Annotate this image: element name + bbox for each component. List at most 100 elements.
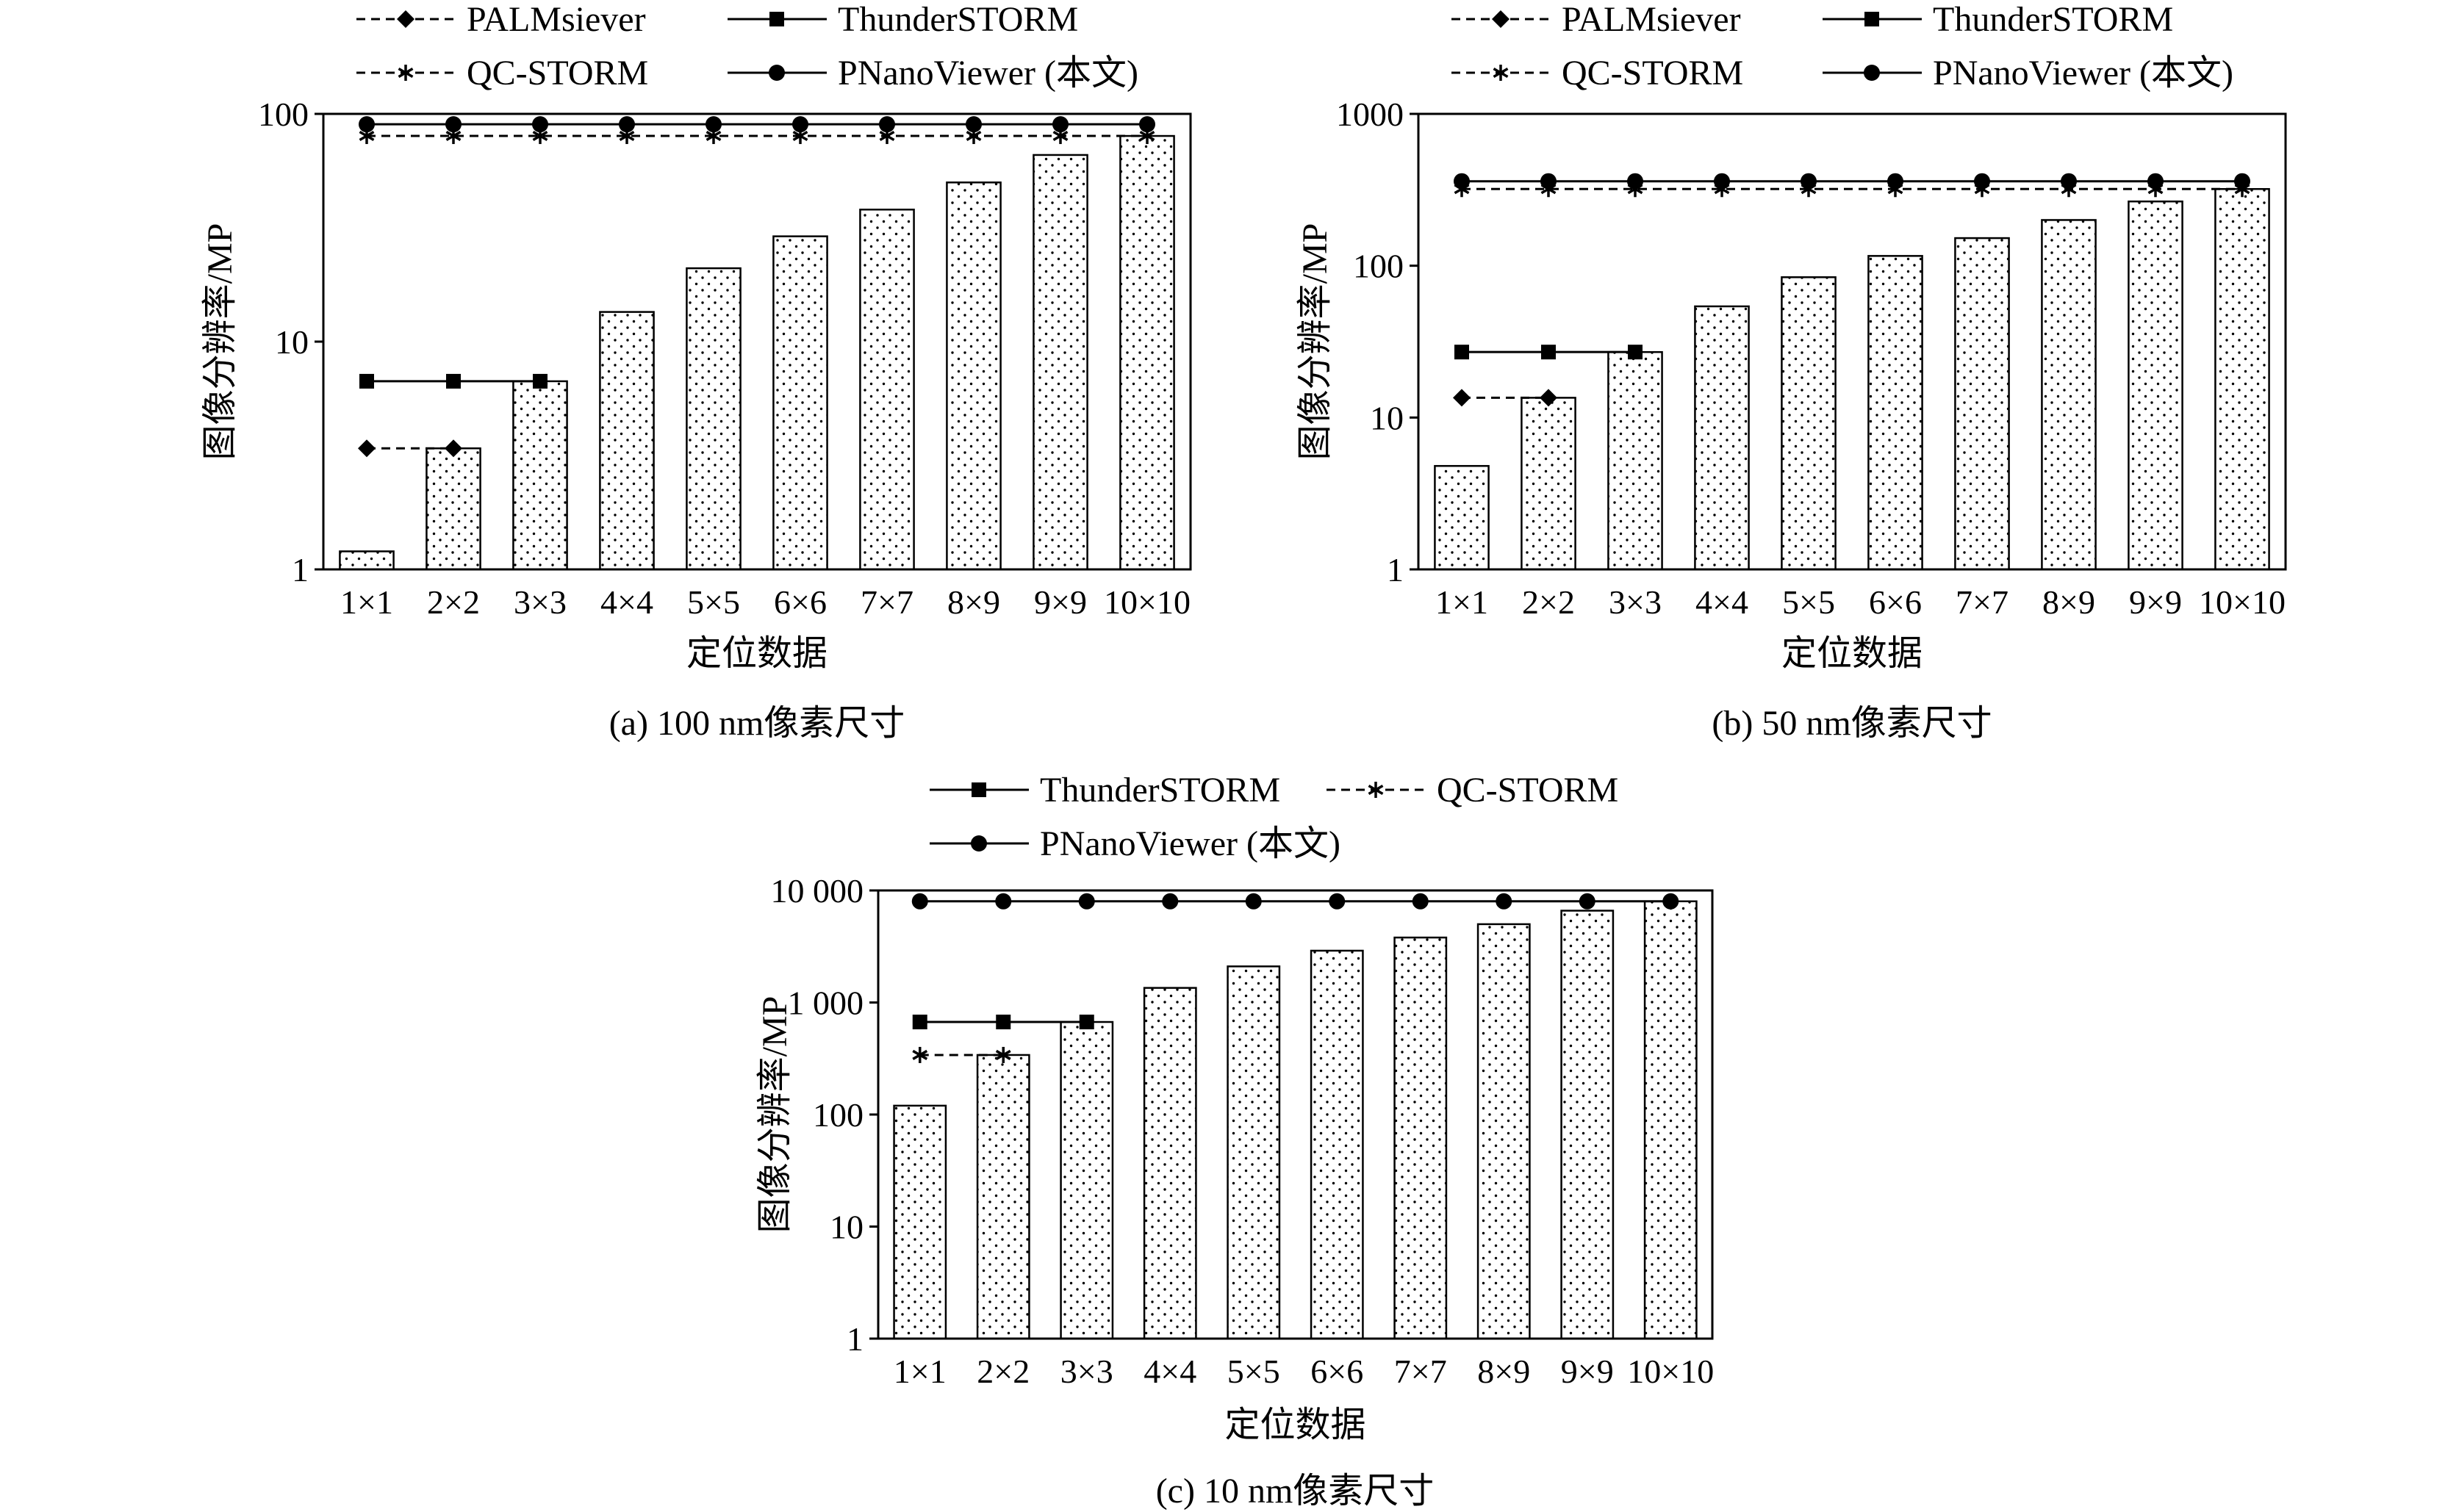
legend-label: PNanoViewer (本文): [1040, 824, 1340, 863]
series-marker-circle: [1245, 893, 1262, 910]
legend-marker-circle: [971, 835, 987, 852]
series-marker-circle: [1329, 893, 1346, 910]
bar: [1867, 255, 1923, 571]
bar: [772, 235, 828, 571]
legend-marker-asterisk: [398, 65, 414, 81]
x-tick-label: 2×2: [1522, 583, 1575, 621]
series-marker-diamond: [1453, 389, 1471, 407]
bar: [1643, 900, 1698, 1340]
caption: (a) 100 nm像素尺寸: [609, 704, 905, 743]
x-tick-label: 6×6: [1869, 583, 1922, 621]
y-tick-label: 1 000: [788, 984, 864, 1022]
x-tick-label: 5×5: [1782, 583, 1835, 621]
y-tick-label: 1000: [1336, 96, 1404, 133]
series-marker-circle: [619, 116, 635, 133]
series-marker-square: [446, 373, 461, 389]
x-tick-label: 10×10: [2199, 583, 2286, 621]
x-tick-label: 1×1: [340, 583, 393, 621]
bar: [2041, 219, 2097, 571]
series-marker-diamond: [1540, 389, 1557, 407]
series-marker-asterisk-stroke: [1139, 131, 1155, 142]
series-marker-square: [533, 373, 548, 389]
legend-item-diamond: PALMsiever: [356, 0, 646, 39]
x-tick-label: 2×2: [427, 583, 480, 621]
x-tick-label: 7×7: [861, 583, 913, 621]
series-marker-circle: [1540, 173, 1557, 190]
legend-marker-circle: [1864, 65, 1880, 81]
legend: PALMsiever ThunderSTORM QC-STORM PNanoViewe…: [356, 0, 1138, 93]
legend-marker-asterisk: [1493, 65, 1509, 81]
legend-marker-diamond: [397, 10, 414, 28]
legend-marker-diamond: [1492, 10, 1509, 28]
y-axis-title: 图像分辨率/MP: [201, 223, 240, 461]
x-tick-label: 9×9: [1034, 583, 1087, 621]
x-tick-label: 7×7: [1394, 1353, 1447, 1390]
legend-label: PALMsiever: [467, 0, 646, 39]
legend-item-square: ThunderSTORM: [930, 771, 1280, 810]
x-tick-label: 5×5: [1227, 1353, 1280, 1390]
x-tick-label: 10×10: [1104, 583, 1191, 621]
series-marker-asterisk-stroke: [1052, 131, 1069, 142]
x-tick-label: 10×10: [1627, 1353, 1714, 1390]
bar: [1560, 910, 1615, 1340]
chart-b: 1 10 100 1000 1×1 2×2 3×3 4×4 5×5 6×6 7×7 8×9 9×9 10×…: [1296, 0, 2287, 743]
series-marker-circle: [1627, 173, 1643, 190]
series-marker-circle: [1974, 173, 1990, 190]
legend-label: QC-STORM: [467, 54, 648, 93]
legend-marker-asterisk: [1368, 782, 1384, 798]
x-tick-label: 3×3: [514, 583, 567, 621]
bar: [1227, 965, 1281, 1340]
bar: [859, 209, 915, 571]
bar: [599, 311, 655, 571]
series-marker-circle: [2147, 173, 2164, 190]
x-tick-label: 6×6: [774, 583, 827, 621]
bar: [1119, 134, 1175, 571]
legend-label: ThunderSTORM: [1933, 0, 2173, 39]
series-marker-square: [1628, 345, 1643, 360]
bar: [976, 1054, 1030, 1340]
legend-marker-asterisk-stroke: [1368, 784, 1384, 796]
x-tick-label: 4×4: [600, 583, 653, 621]
series-marker-square: [1079, 1015, 1094, 1030]
series-marker-circle: [2061, 173, 2077, 190]
x-tick-label: 2×2: [977, 1353, 1030, 1390]
y-tick-label: 100: [813, 1096, 864, 1134]
legend-label: PALMsiever: [1562, 0, 1741, 39]
y-tick-label: 1: [1387, 551, 1404, 588]
chart-c: 1 10 100 1 000 10 000 1×1 2×2 3×3 4×4 5×5 6×6 7×7 8×…: [755, 771, 1714, 1511]
series-marker-square: [912, 1015, 927, 1030]
legend-label: ThunderSTORM: [1040, 771, 1280, 810]
x-tick-label: 9×9: [2129, 583, 2182, 621]
series-marker-asterisk-stroke: [966, 131, 982, 142]
bar: [1781, 276, 1837, 571]
bar: [1954, 237, 2010, 571]
y-tick-label: 10: [1370, 399, 1404, 436]
series-marker-circle: [792, 116, 808, 133]
bar: [893, 1104, 947, 1340]
y-tick-label: 10 000: [771, 872, 864, 910]
bar: [1607, 350, 1663, 571]
series-marker-asterisk: [995, 1046, 1011, 1063]
caption: (b) 50 nm像素尺寸: [1712, 704, 1992, 743]
x-tick-label: 3×3: [1060, 1353, 1113, 1390]
legend-marker-asterisk-stroke: [398, 67, 414, 79]
legend-marker-square: [972, 782, 986, 797]
caption: (c) 10 nm像素尺寸: [1156, 1472, 1435, 1511]
x-tick-label: 6×6: [1310, 1353, 1363, 1390]
x-tick-label: 9×9: [1561, 1353, 1614, 1390]
series-marker-circle: [2234, 173, 2250, 190]
series-marker-asterisk-stroke: [706, 131, 722, 142]
legend-label: QC-STORM: [1562, 54, 1743, 93]
series-marker-circle: [359, 116, 375, 133]
legend: ThunderSTORM QC-STORM PNanoViewer (本文): [930, 771, 1618, 863]
legend-item-circle: PNanoViewer (本文): [930, 824, 1340, 863]
legend-item-asterisk: QC-STORM: [356, 54, 648, 93]
series-marker-asterisk-stroke: [995, 1049, 1011, 1060]
bar: [1521, 397, 1576, 571]
legend-item-circle: PNanoViewer (本文): [728, 54, 1138, 93]
series-marker-circle: [1454, 173, 1470, 190]
legend-marker-square: [769, 12, 784, 26]
bar: [512, 380, 568, 571]
bar: [1060, 1020, 1114, 1340]
series-marker-circle: [1139, 116, 1155, 133]
